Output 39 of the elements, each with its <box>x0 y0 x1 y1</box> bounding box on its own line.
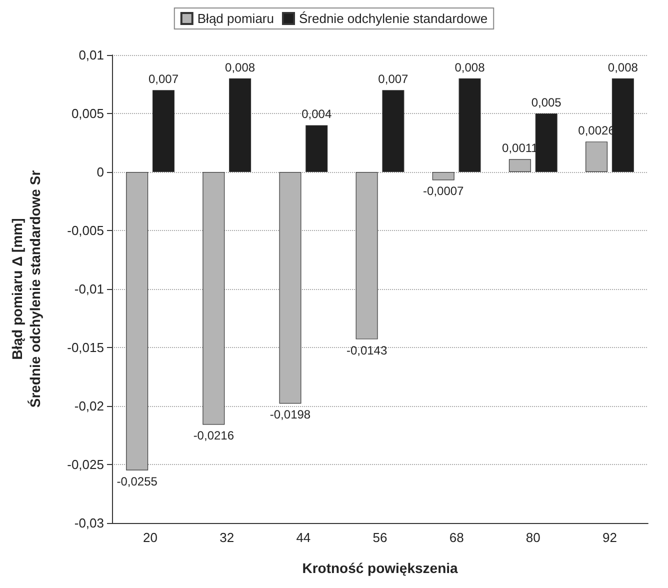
x-tick-label: 68 <box>449 530 464 545</box>
x-tick-label: 80 <box>526 530 540 545</box>
data-label: 0,008 <box>225 60 256 74</box>
y-tick-label: -0,005 <box>67 223 104 238</box>
y-tick-label: -0,015 <box>67 340 104 355</box>
data-label: 0,004 <box>302 107 332 122</box>
data-label: -0,0198 <box>270 408 311 422</box>
x-tick-label: 92 <box>602 530 617 545</box>
data-label: -0,0143 <box>346 343 388 358</box>
y-tick-label: -0,01 <box>74 282 104 296</box>
y-tick-label: 0,005 <box>71 106 104 121</box>
y-axis-title: Błąd pomiaru Δ [mm] Średnie odchylenie standardowe Sr <box>9 170 43 408</box>
y-tick-label: -0,02 <box>74 398 104 414</box>
bar <box>382 90 404 172</box>
data-label: 0,005 <box>531 96 562 110</box>
y-tick-label: 0,01 <box>78 48 104 62</box>
x-tick-label: 20 <box>143 530 158 545</box>
data-label: 0,008 <box>454 60 486 74</box>
bar <box>458 78 481 172</box>
data-label: 0,008 <box>608 60 638 74</box>
bar <box>152 90 174 172</box>
data-label: -0,0216 <box>193 428 234 443</box>
data-label: 0,007 <box>378 72 409 86</box>
bar <box>612 78 634 172</box>
y-tick-label: 0 <box>96 164 104 180</box>
legend-label: Średnie odchylenie standardowe <box>298 11 488 26</box>
data-label: -0,0255 <box>116 474 158 488</box>
x-tick-label: 32 <box>220 530 234 545</box>
x-tick-label: 56 <box>372 530 388 545</box>
x-axis-title: Krotność powiększenia <box>302 560 458 576</box>
bar <box>229 78 252 172</box>
x-tick-label: 44 <box>296 530 311 545</box>
data-label: 0,007 <box>148 72 179 86</box>
y-tick-label: -0,03 <box>74 516 104 530</box>
bar <box>306 125 328 172</box>
y-tick-label: -0,025 <box>67 457 104 472</box>
legend-label: Błąd pomiaru <box>197 11 274 26</box>
bar <box>535 114 558 172</box>
data-label: -0,0007 <box>423 184 464 198</box>
